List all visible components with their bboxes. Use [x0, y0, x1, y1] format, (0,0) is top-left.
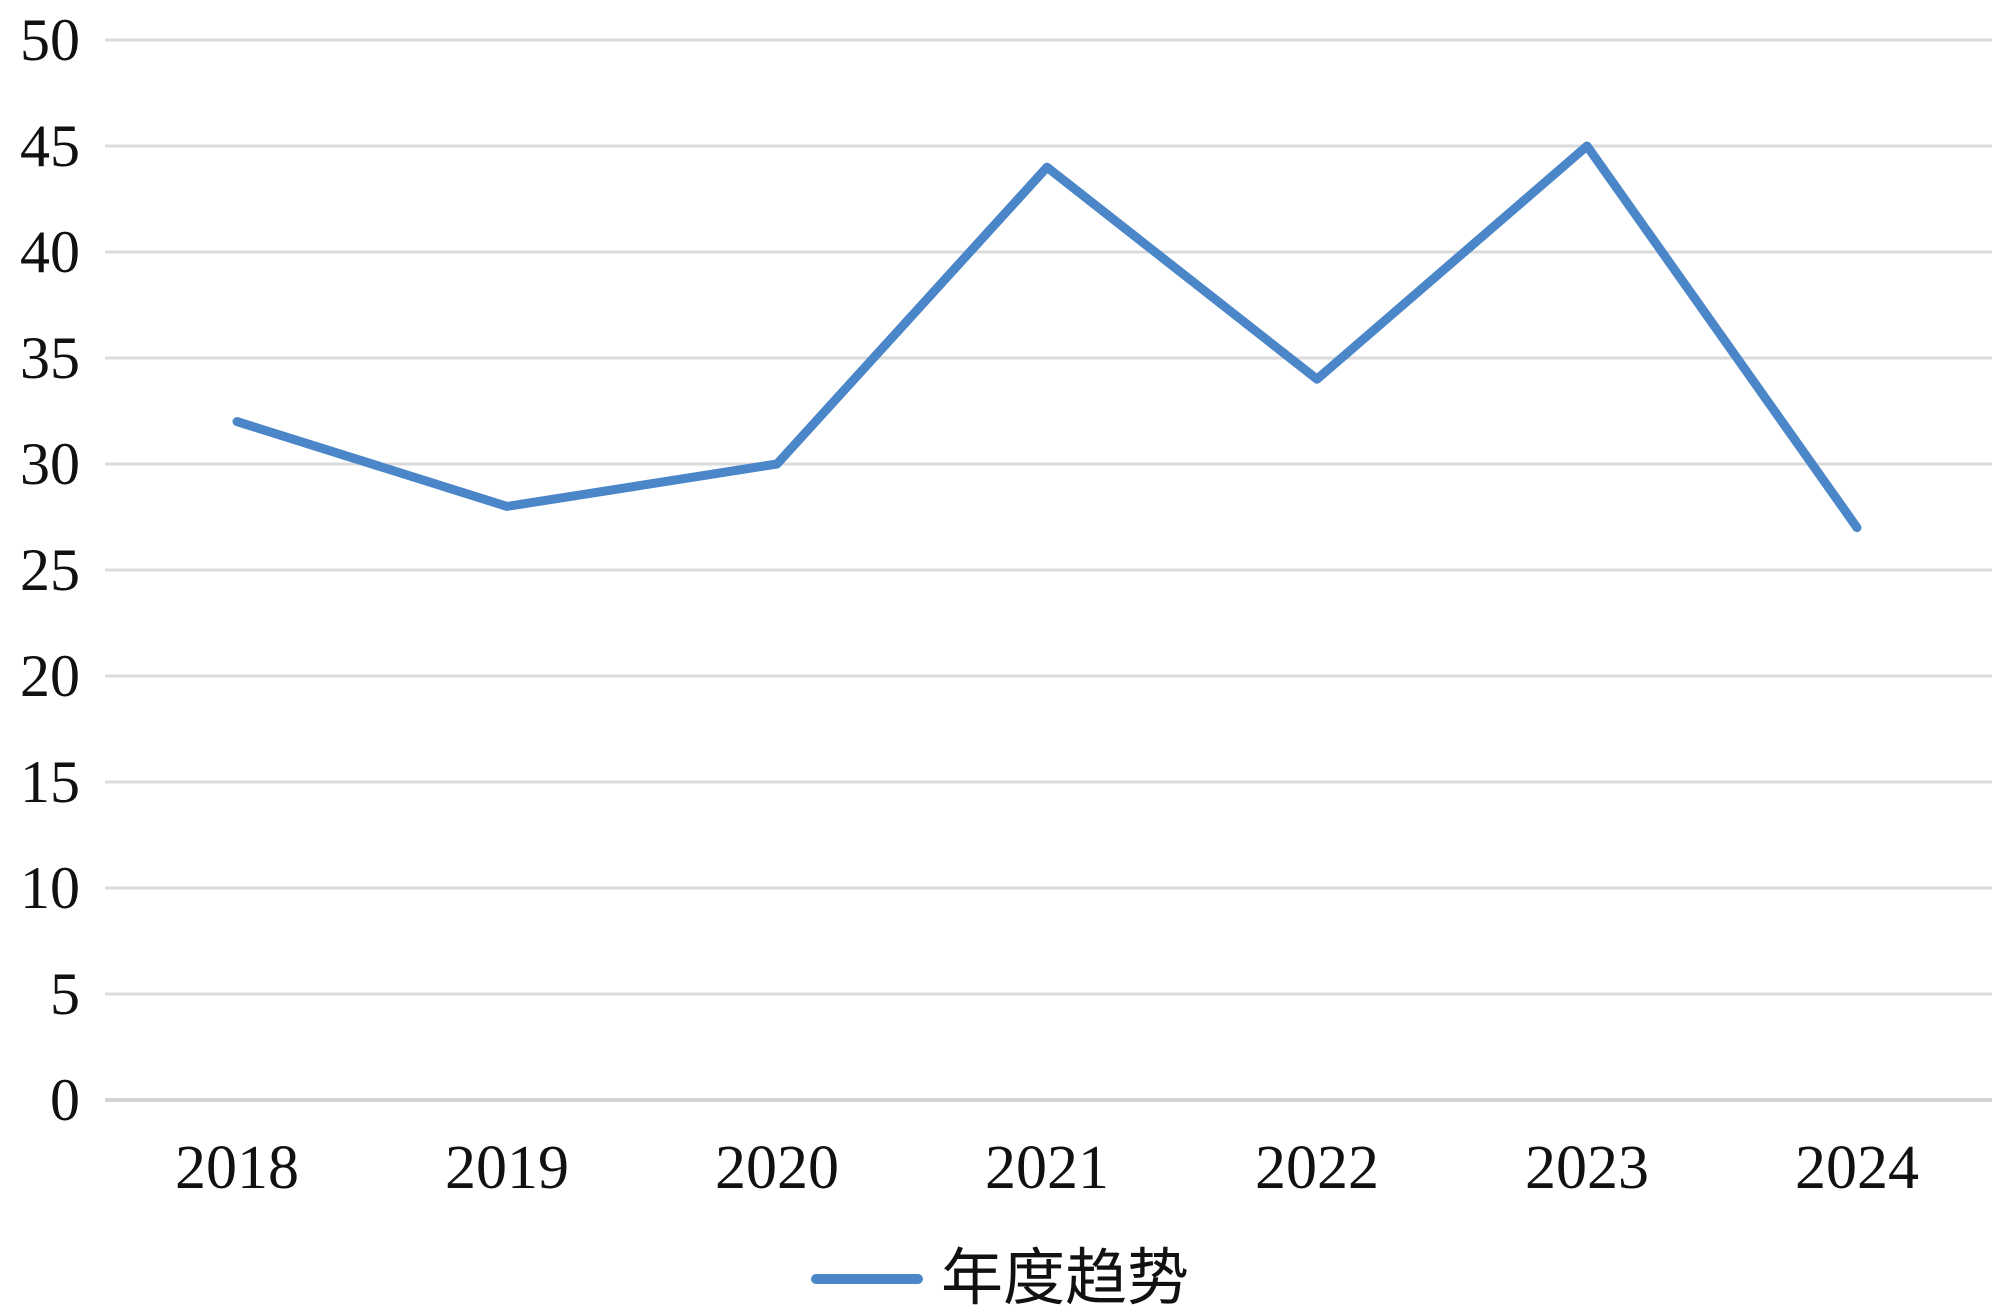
- trend-line: [232, 141, 1862, 533]
- y-tick-label: 20: [20, 643, 80, 709]
- y-tick-label: 0: [50, 1067, 80, 1133]
- x-tick-label: 2023: [1525, 1134, 1649, 1202]
- y-tick-label: 35: [20, 325, 80, 391]
- y-tick-label: 40: [20, 219, 80, 285]
- x-tick-label: 2022: [1255, 1134, 1379, 1202]
- y-tick-label: 50: [20, 7, 80, 73]
- y-tick-label: 15: [20, 749, 80, 815]
- x-axis-labels: 2018 2019 2020 2021 2022 2023 2024: [175, 1134, 1919, 1202]
- y-tick-label: 30: [20, 431, 80, 497]
- x-tick-label: 2021: [985, 1134, 1109, 1202]
- x-tick-label: 2024: [1795, 1134, 1919, 1202]
- y-tick-label: 45: [20, 113, 80, 179]
- x-tick-label: 2020: [715, 1134, 839, 1202]
- y-tick-label: 25: [20, 537, 80, 603]
- y-tick-label: 5: [50, 961, 80, 1027]
- y-axis-labels: 0 5 10 15 20 25 30 35 40 45 50: [20, 7, 80, 1133]
- legend-label: 年度趋势: [940, 1245, 1190, 1309]
- gridlines: [105, 38, 1992, 1102]
- y-tick-label: 10: [20, 855, 80, 921]
- x-tick-label: 2018: [175, 1134, 299, 1202]
- legend: 年度趋势: [810, 1245, 1190, 1309]
- x-tick-label: 2019: [445, 1134, 569, 1202]
- legend-line-swatch: [810, 1274, 923, 1284]
